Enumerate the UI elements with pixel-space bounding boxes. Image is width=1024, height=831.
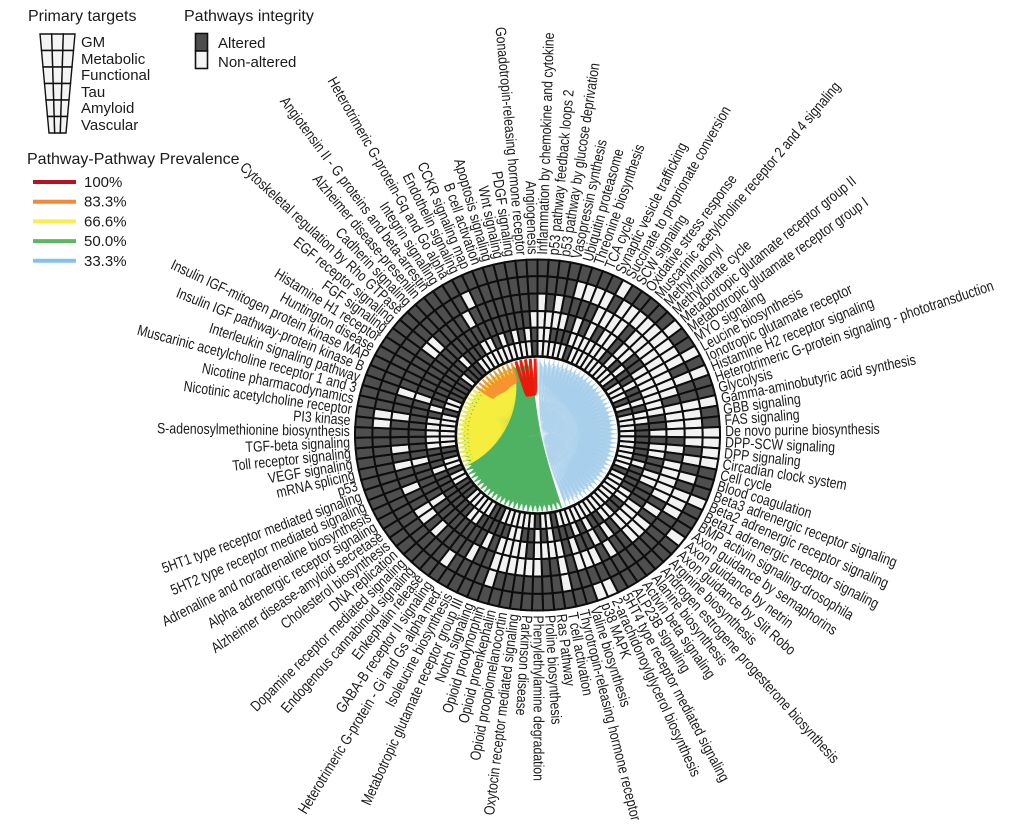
- svg-text:66.6%: 66.6%: [84, 213, 127, 230]
- svg-text:Amyloid: Amyloid: [81, 100, 134, 117]
- svg-text:Functional: Functional: [81, 67, 150, 84]
- svg-text:Pathways integrity: Pathways integrity: [184, 8, 314, 25]
- svg-text:Primary targets: Primary targets: [28, 8, 136, 25]
- svg-text:GM: GM: [81, 34, 105, 51]
- svg-text:DPP-SCW signaling: DPP-SCW signaling: [725, 434, 836, 456]
- svg-text:Metabolic: Metabolic: [81, 51, 146, 68]
- svg-text:PI3 kinase: PI3 kinase: [293, 408, 352, 429]
- svg-text:Non-altered: Non-altered: [218, 54, 296, 71]
- svg-text:Phenylethylamine degradation: Phenylethylamine degradation: [530, 616, 547, 782]
- svg-text:S-adenosylmethionine biosynthe: S-adenosylmethionine biosynthesis: [157, 420, 350, 440]
- svg-text:Pathway-Pathway Prevalence: Pathway-Pathway Prevalence: [27, 151, 240, 168]
- svg-text:100%: 100%: [84, 174, 122, 191]
- svg-text:83.3%: 83.3%: [84, 194, 127, 211]
- svg-text:50.0%: 50.0%: [84, 233, 127, 250]
- svg-text:33.3%: 33.3%: [84, 253, 127, 270]
- svg-text:p53: p53: [335, 478, 360, 500]
- svg-text:De novo purine biosynthesis: De novo purine biosynthesis: [725, 421, 880, 440]
- svg-text:Tau: Tau: [81, 84, 105, 101]
- svg-text:Vascular: Vascular: [81, 117, 138, 134]
- svg-text:Altered: Altered: [218, 35, 266, 52]
- svg-text:Angiogenesis: Angiogenesis: [522, 180, 541, 254]
- svg-text:Proline biosynthesis: Proline biosynthesis: [541, 615, 565, 725]
- svg-text:TGF-beta signaling: TGF-beta signaling: [245, 434, 350, 456]
- svg-text:Inflammation by chemokine and: Inflammation by chemokine and cytokine: [534, 32, 558, 255]
- svg-text:FAS signaling: FAS signaling: [724, 406, 800, 429]
- svg-text:Parkinson disease: Parkinson disease: [512, 615, 535, 716]
